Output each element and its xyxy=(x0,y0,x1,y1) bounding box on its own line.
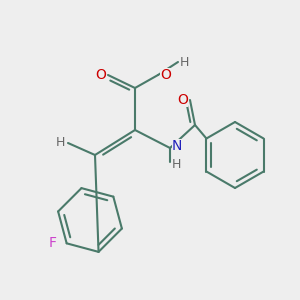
Text: H: H xyxy=(56,136,65,149)
Text: O: O xyxy=(96,68,106,82)
Text: H: H xyxy=(172,158,182,170)
Text: H: H xyxy=(180,56,189,68)
Text: N: N xyxy=(172,139,182,153)
Text: O: O xyxy=(160,68,171,82)
Text: F: F xyxy=(49,236,57,250)
Text: O: O xyxy=(178,93,188,107)
